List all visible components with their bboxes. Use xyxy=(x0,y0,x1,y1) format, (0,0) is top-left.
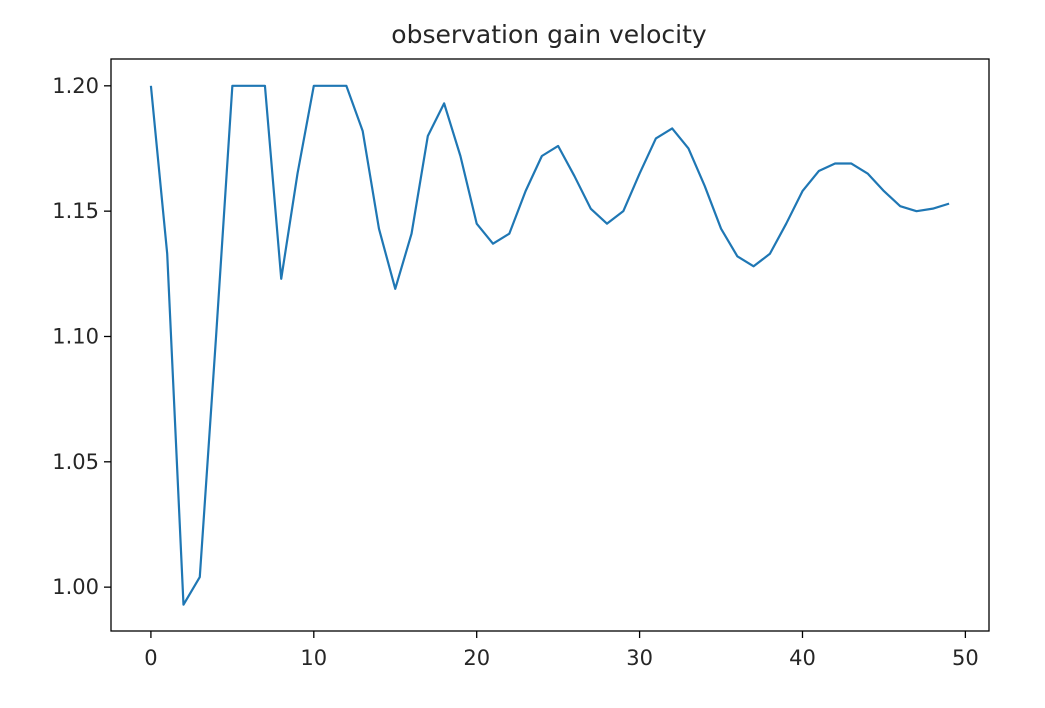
series-line xyxy=(149,84,950,606)
x-tick-label: 50 xyxy=(952,646,979,670)
y-axis: 1.00 1.05 1.10 1.15 1.20 xyxy=(52,74,111,599)
chart-title: observation gain velocity xyxy=(391,20,707,49)
y-tick-label: 1.15 xyxy=(52,199,99,223)
x-tick-label: 40 xyxy=(789,646,816,670)
x-tick-label: 20 xyxy=(463,646,490,670)
y-tick-label: 1.10 xyxy=(52,324,99,348)
y-tick-label: 1.00 xyxy=(52,575,99,599)
y-tick-label: 1.20 xyxy=(52,74,99,98)
x-tick-label: 10 xyxy=(300,646,327,670)
x-axis: 0 10 20 30 40 50 xyxy=(144,631,979,670)
plot-series xyxy=(149,84,950,606)
x-tick-label: 30 xyxy=(626,646,653,670)
plot-frame xyxy=(110,58,990,632)
x-tick-label: 0 xyxy=(144,646,157,670)
y-tick-label: 1.05 xyxy=(52,450,99,474)
